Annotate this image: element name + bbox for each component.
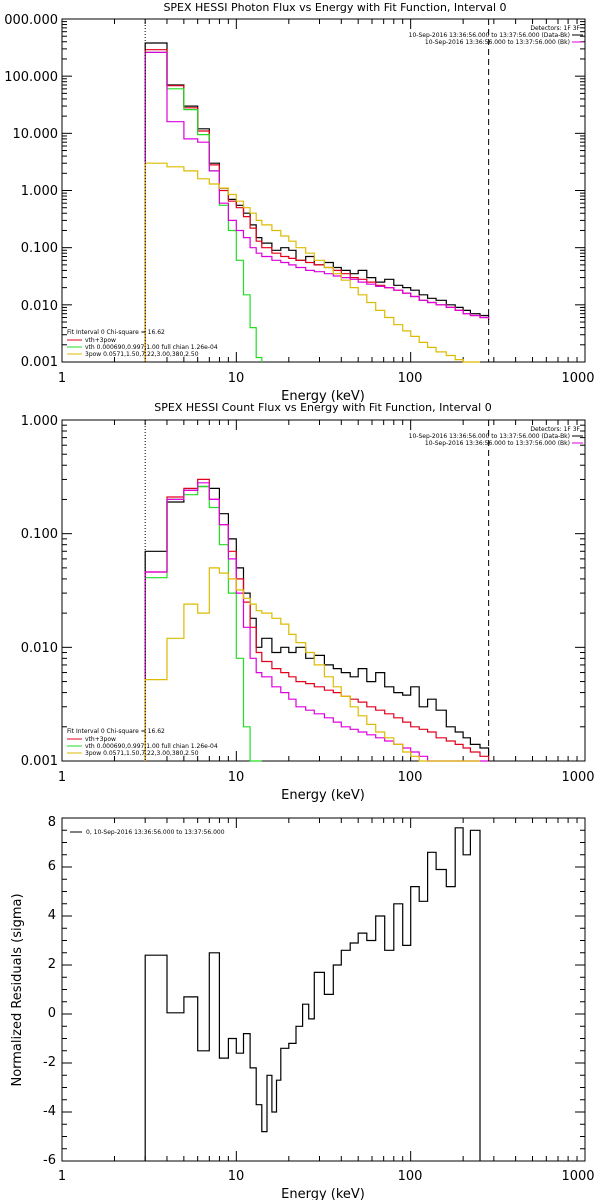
panel1-title: SPEX HESSI Photon Flux vs Energy with Fi… xyxy=(163,1,506,14)
panel3-ticks xyxy=(61,817,585,1162)
panel3-frame xyxy=(61,817,586,1162)
panel2-bk-interval-text: 10-Sep-2016 13:36:56.000 to 13:37:56.000… xyxy=(425,440,570,447)
series-line-1 xyxy=(144,478,490,761)
panel1-ytick-label: 0.001 xyxy=(21,355,58,370)
panel1-xtick-label: 100 xyxy=(398,371,423,386)
panel1-legend-fit: Fit Interval 0 Chi-square = 16.62 xyxy=(67,329,165,336)
panel2-series xyxy=(144,478,490,762)
panel1-series xyxy=(144,42,490,363)
panel1-xlabel: Energy (keV) xyxy=(281,389,365,404)
panel2-ytick-label: 0.010 xyxy=(21,641,58,656)
panel2-legend-3pow: 3pow 0.0571,1.50,7.22,3.00,380,2.50 xyxy=(85,750,199,757)
panel3-ytick-label: -2 xyxy=(43,1055,56,1070)
panel2-xtick-label: 1 xyxy=(58,770,66,785)
panel1-ytick-label: 0.100 xyxy=(21,241,58,256)
panel3-ytick-label: -4 xyxy=(43,1104,56,1119)
panel3-xtick-label: 1 xyxy=(58,1169,66,1184)
panel2-data-interval-text: 10-Sep-2016 13:36:56.000 to 13:37:56.000… xyxy=(409,433,570,440)
panel3-series xyxy=(144,827,481,1161)
panel1-legend-total: vth+3pow xyxy=(85,337,116,344)
panel2-detectors-text: Detectors: 1F 3F xyxy=(530,426,580,433)
panel2-ytick-label: 0.100 xyxy=(21,527,58,542)
panel1-ytick-label: 1.000 xyxy=(21,184,58,199)
panel3-ytick-label: 2 xyxy=(48,957,56,972)
panel3-ytick-label: 8 xyxy=(48,815,56,830)
panel1-ytick-label: 100.000 xyxy=(4,70,58,85)
panel1-legend: Fit Interval 0 Chi-square = 16.62 vth+3p… xyxy=(67,329,218,358)
panel2-ytick-label: 0.001 xyxy=(21,754,58,769)
panel1-ytick-label: 000.000 xyxy=(4,13,58,28)
panel3-xlabel: Energy (keV) xyxy=(281,1187,365,1200)
series-line-2 xyxy=(144,485,262,762)
panel3-ytick-label: 6 xyxy=(48,859,56,874)
panel1-legend-3pow: 3pow 0.0571,1.50,7.22,3.00,380,2.50 xyxy=(85,351,199,358)
panel2-ytick-label: 1.000 xyxy=(21,414,58,429)
series-line-1 xyxy=(144,49,490,362)
panel3-ytick-label: -6 xyxy=(43,1153,56,1168)
count-flux-panel: SPEX HESSI Count Flux vs Energy with Fit… xyxy=(21,401,595,803)
panel3-legend-text: 0, 10-Sep-2016 13:36:56.000 to 13:37:56.… xyxy=(86,829,225,836)
panel2-legend-vth: vth 0.000690,0.997,1.00 full chian 1.26e… xyxy=(85,743,218,750)
panel2-xlabel: Energy (keV) xyxy=(281,788,365,803)
panel3-ylabel: Normalized Residuals (sigma) xyxy=(10,893,25,1086)
panel3-ytick-label: 4 xyxy=(48,908,56,923)
residuals-panel: -6 -4 -2 0 2 4 6 8 1 10 100 1000 Energy … xyxy=(10,815,595,1200)
series-line-0 xyxy=(144,485,490,761)
panel2-ticks xyxy=(61,420,585,762)
panel2-xtick-label: 1000 xyxy=(561,770,594,785)
panel1-ytick-label: 0.010 xyxy=(21,299,58,314)
panel2-legend-total: vth+3pow xyxy=(85,736,116,743)
panel3-xtick-label: 1000 xyxy=(561,1169,594,1184)
series-line-3 xyxy=(144,482,489,762)
series-line-0 xyxy=(144,827,481,1161)
panel1-xtick-label: 1 xyxy=(58,371,66,386)
panel2-xtick-label: 10 xyxy=(228,770,245,785)
panel2-xtick-label: 100 xyxy=(398,770,423,785)
panel2-legend-fit: Fit Interval 0 Chi-square = 16.62 xyxy=(67,728,165,735)
panel2-legend: Fit Interval 0 Chi-square = 16.62 vth+3p… xyxy=(67,728,218,757)
panel2-frame xyxy=(61,419,586,762)
panel1-xtick-label: 10 xyxy=(228,371,245,386)
panel1-legend-vth: vth 0.000690,0.997,1.00 full chian 1.26e… xyxy=(85,344,218,351)
panel1-ticks xyxy=(61,19,585,363)
panel1-frame xyxy=(61,18,586,363)
series-line-4 xyxy=(144,162,480,363)
series-line-3 xyxy=(144,51,490,362)
panel3-xtick-label: 100 xyxy=(398,1169,423,1184)
panel1-data-interval-text: 10-Sep-2016 13:36:56.000 to 13:37:56.000… xyxy=(409,32,570,39)
panel3-ytick-label: 0 xyxy=(48,1006,56,1021)
series-line-4 xyxy=(144,567,480,762)
photon-flux-panel: SPEX HESSI Photon Flux vs Energy with Fi… xyxy=(4,1,594,404)
panel1-ytick-label: 10.000 xyxy=(13,127,59,142)
panel1-xtick-label: 1000 xyxy=(561,371,594,386)
panel1-bk-interval-text: 10-Sep-2016 13:36:56.000 to 13:37:56.000… xyxy=(425,39,570,46)
panel3-xtick-label: 10 xyxy=(228,1169,245,1184)
panel1-detectors-text: Detectors: 1F 3F xyxy=(530,25,580,32)
series-line-0 xyxy=(144,42,490,362)
panel2-title: SPEX HESSI Count Flux vs Energy with Fit… xyxy=(154,401,491,414)
